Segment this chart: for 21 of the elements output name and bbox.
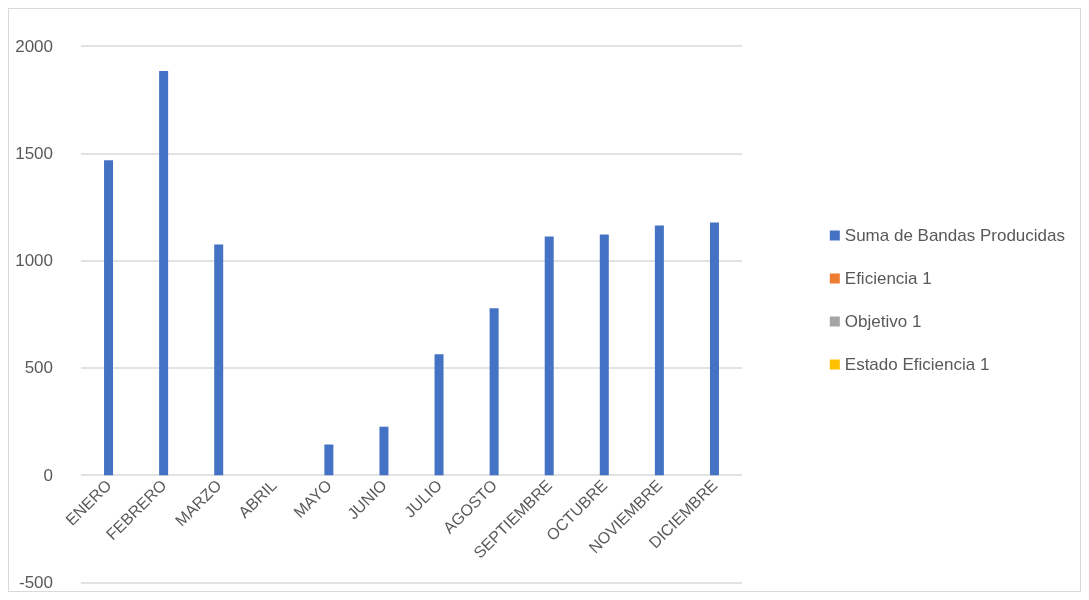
bar: [379, 426, 389, 476]
bar: [654, 225, 664, 476]
bar: [544, 236, 554, 476]
bar: [489, 308, 499, 476]
legend-label: Suma de Bandas Producidas: [844, 226, 1066, 245]
legend-label: Objetivo 1: [844, 312, 922, 331]
y-tick-label: -500: [18, 573, 53, 592]
bar: [104, 160, 114, 476]
y-tick-label: 1500: [15, 143, 53, 163]
bar: [434, 354, 444, 476]
legend-label: Estado Eficiencia 1: [844, 355, 990, 374]
y-tick-label: 2000: [15, 36, 53, 56]
bar: [709, 222, 719, 476]
bar: [214, 244, 224, 476]
y-tick-label: 1000: [15, 251, 53, 271]
legend-label: Eficiencia 1: [844, 269, 932, 288]
bar: [599, 234, 609, 476]
bar: [159, 71, 169, 476]
y-tick-label: 0: [43, 465, 53, 485]
bar: [324, 444, 334, 476]
y-tick-label: 500: [24, 358, 53, 378]
